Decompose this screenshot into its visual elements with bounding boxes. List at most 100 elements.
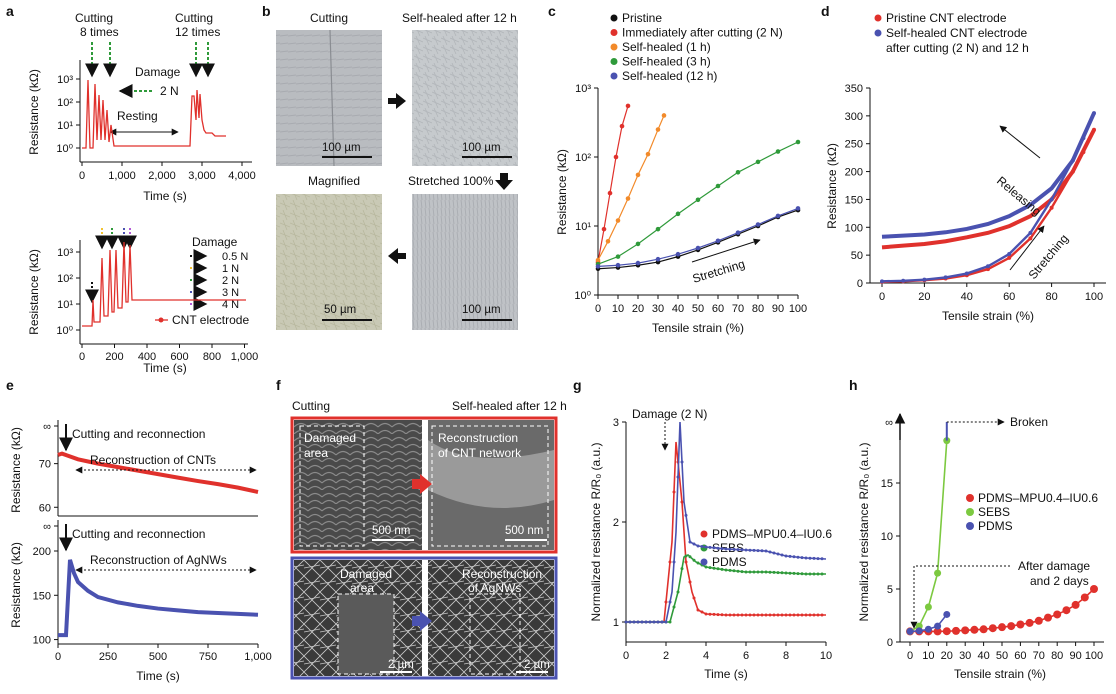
g-point <box>692 542 696 546</box>
a-bot-ylabel: Resistance (kΩ) <box>27 249 41 335</box>
b-arrow-right <box>388 93 406 109</box>
h-point <box>1025 618 1034 627</box>
d-point <box>1028 236 1033 241</box>
e-xtick-label: 750 <box>199 651 217 663</box>
b-scale1-text: 100 µm <box>322 142 361 154</box>
f-cutting-title: Cutting <box>292 399 330 413</box>
e-top-ytick-label: 60 <box>39 502 51 514</box>
a-bot-legend-item: 0.5 N <box>222 251 248 263</box>
g-legend-marker <box>700 558 708 566</box>
c-point <box>607 190 613 196</box>
c-legend-label: Self-healed (1 h) <box>622 40 711 54</box>
g-point <box>668 620 672 624</box>
panel-c: 0 10 20 30 40 50 60 70 80 90 100 10⁰ 10¹ 10² 10³ Tensil… <box>555 11 807 335</box>
b-arrow-down <box>495 173 513 190</box>
c-xtick-label: 30 <box>652 303 664 315</box>
a-top-ytick-label: 10³ <box>57 74 73 86</box>
c-point <box>695 197 701 203</box>
h-xtick-label: 40 <box>977 650 989 662</box>
a-bot-xtick-label: 200 <box>105 351 123 363</box>
c-point <box>601 226 607 232</box>
d-point <box>986 264 990 269</box>
a-bot-ytick-label: 10² <box>57 273 73 285</box>
g-series-line <box>626 421 827 623</box>
g-point <box>672 490 676 494</box>
g-point <box>680 567 684 571</box>
h-series-line <box>909 440 948 633</box>
g-point <box>760 570 764 574</box>
g-point <box>752 613 756 617</box>
h-point <box>1071 600 1080 609</box>
g-point <box>716 546 720 550</box>
c-point <box>645 151 651 157</box>
g-point <box>712 546 716 550</box>
g-xtick-label: 0 <box>623 650 629 662</box>
g-point <box>660 620 664 624</box>
g-point <box>704 545 708 549</box>
g-ylabel: Normalized resistance R/R₀ (a.u.) <box>589 442 603 621</box>
g-ytick-label: 1 <box>613 617 619 629</box>
h-point <box>933 627 942 636</box>
g-point <box>808 556 812 560</box>
panel-a-top: 0 1,000 2,000 3,000 4,000 10⁰ 10¹ 10² 10³ Resist… <box>27 11 256 203</box>
b-stretched-title: Stretched 100% <box>408 174 494 188</box>
a-top-ytick-label: 10² <box>57 97 73 109</box>
c-point <box>625 196 631 201</box>
panel-a-bottom: 0 200 400 600 800 1,000 10⁰ 10¹ 10² 10³ Resistanc… <box>27 228 258 375</box>
e-bot-range-label: Reconstruction of AgNWs <box>90 553 227 567</box>
f-scale-um1: 2 µm <box>388 659 414 671</box>
g-point <box>744 570 748 574</box>
h-annot-after1: After damage <box>1018 559 1090 573</box>
a-top-xtick-label: 2,000 <box>148 170 176 182</box>
d-point <box>1070 158 1075 163</box>
c-legend-label: Self-healed (3 h) <box>622 55 711 69</box>
d-xlabel: Tensile strain (%) <box>942 309 1034 323</box>
panel-label-f: f <box>276 377 281 393</box>
c-legend-marker <box>610 58 618 65</box>
c-xtick-label: 90 <box>772 303 784 315</box>
g-point <box>648 620 652 624</box>
g-point <box>708 566 712 570</box>
h-annot-after2: and 2 days <box>1030 574 1089 588</box>
c-legend-label: Immediately after cutting (2 N) <box>622 26 783 40</box>
g-point <box>664 620 668 624</box>
h-ytick-label: 0 <box>887 637 893 649</box>
g-point <box>636 620 640 624</box>
g-point <box>776 571 780 575</box>
g-point <box>800 572 804 576</box>
g-legend-label: PDMS–MPU0.4–IU0.6 <box>712 527 832 541</box>
b-image-magnified <box>276 194 382 330</box>
e-bot-ytick-label: 150 <box>33 590 51 602</box>
g-point <box>664 600 668 604</box>
panel-label-a: a <box>6 3 14 19</box>
g-point <box>696 608 700 612</box>
e-top-ytick-label: 70 <box>39 459 51 471</box>
g-point <box>792 613 796 617</box>
d-xtick-label: 80 <box>1045 291 1057 303</box>
g-ytick-label: 3 <box>613 417 619 429</box>
b-magnified-title: Magnified <box>308 174 360 188</box>
panel-label-e: e <box>6 377 14 393</box>
g-point <box>800 613 804 617</box>
a-top-ytick-label: 10⁰ <box>56 143 73 155</box>
g-point <box>680 500 684 504</box>
g-legend-label: PDMS <box>712 555 747 569</box>
c-point <box>595 257 601 263</box>
c-legend-label: Pristine <box>622 11 662 25</box>
d-legend-marker <box>874 14 882 22</box>
c-point <box>625 103 631 109</box>
c-legend-marker <box>610 29 618 36</box>
f-bottom-frame <box>290 556 558 680</box>
a-bot-ytick-label: 10³ <box>57 247 73 259</box>
g-point <box>720 567 724 571</box>
a-damage: Damage <box>135 65 181 79</box>
g-point <box>724 547 728 551</box>
g-point <box>748 570 752 574</box>
h-point <box>1090 585 1098 593</box>
c-point <box>635 241 641 247</box>
g-point <box>744 613 748 617</box>
g-point <box>680 460 684 464</box>
c-point <box>795 206 801 211</box>
c-legend-marker <box>610 43 618 51</box>
g-point <box>692 596 696 600</box>
